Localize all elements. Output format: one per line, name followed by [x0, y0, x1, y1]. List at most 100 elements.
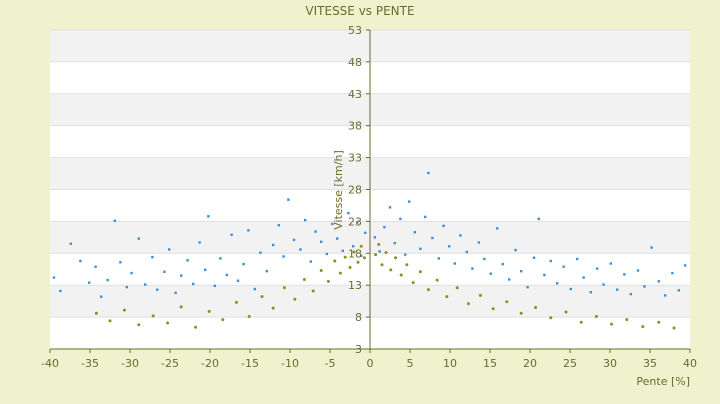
data-point-blue: [393, 241, 396, 245]
y-tick-label: 43: [348, 88, 362, 101]
data-point-blue: [526, 285, 529, 289]
data-point-olive: [359, 244, 363, 248]
data-point-blue: [378, 250, 381, 253]
data-point-olive: [579, 320, 583, 324]
data-point-blue: [137, 237, 140, 240]
data-point-blue: [168, 248, 171, 251]
data-point-blue: [677, 289, 680, 292]
data-point-olive: [221, 318, 225, 322]
data-point-blue: [602, 283, 605, 286]
data-point-olive: [491, 307, 495, 311]
data-point-olive: [94, 311, 98, 315]
data-point-olive: [362, 256, 366, 260]
data-point-blue: [198, 241, 201, 244]
data-point-olive: [166, 321, 170, 325]
data-point-blue: [130, 271, 133, 275]
data-point-olive: [466, 302, 470, 306]
data-point-blue: [352, 245, 355, 248]
data-point-blue: [320, 240, 323, 244]
y-tick-label: 28: [348, 184, 362, 197]
data-point-blue: [408, 200, 411, 203]
data-point-olive: [426, 288, 430, 292]
x-tick-label: -25: [161, 357, 179, 370]
data-point-blue: [219, 257, 222, 260]
data-point-olive: [348, 265, 352, 269]
data-point-blue: [242, 262, 245, 266]
data-point-olive: [478, 293, 482, 297]
data-point-blue: [325, 252, 328, 256]
data-point-blue: [629, 292, 632, 296]
x-tick-label: 15: [483, 357, 497, 370]
data-point-blue: [404, 253, 407, 256]
data-point-olive: [319, 269, 323, 273]
data-point-blue: [650, 246, 653, 249]
data-point-blue: [69, 242, 72, 245]
data-point-blue: [151, 255, 154, 259]
data-point-blue: [113, 219, 116, 222]
data-point-blue: [347, 211, 350, 215]
data-point-olive: [380, 263, 384, 267]
y-axis-label: Vitesse [km/h]: [332, 150, 345, 230]
data-point-blue: [287, 198, 290, 201]
data-point-olive: [343, 255, 347, 259]
data-point-blue: [501, 262, 504, 266]
x-tick-label: 5: [407, 357, 414, 370]
data-point-blue: [448, 245, 451, 248]
data-point-olive: [394, 256, 398, 260]
data-point-olive: [384, 251, 388, 255]
data-point-olive: [338, 271, 342, 275]
data-point-blue: [79, 259, 82, 263]
data-point-blue: [459, 234, 462, 237]
data-point-blue: [609, 262, 612, 265]
data-point-blue: [514, 248, 517, 252]
data-point-olive: [505, 300, 509, 304]
data-point-blue: [388, 206, 392, 209]
data-point-blue: [292, 238, 296, 242]
data-point-olive: [594, 314, 598, 318]
x-tick-label: 40: [683, 357, 697, 370]
data-point-blue: [569, 287, 572, 291]
data-point-blue: [186, 259, 189, 262]
data-point-blue: [477, 241, 480, 244]
data-point-olive: [418, 270, 422, 274]
data-point-blue: [562, 265, 565, 268]
data-point-olive: [302, 277, 306, 281]
x-tick-label: 10: [443, 357, 457, 370]
data-point-blue: [299, 248, 302, 251]
data-point-blue: [496, 227, 499, 230]
data-point-blue: [52, 276, 56, 279]
data-point-blue: [225, 273, 228, 277]
y-tick-label: 13: [348, 279, 362, 292]
data-point-blue: [341, 249, 344, 252]
data-point-olive: [356, 260, 360, 264]
data-point-blue: [437, 257, 440, 260]
y-tick-label: 53: [348, 24, 362, 37]
data-point-blue: [427, 171, 430, 175]
data-point-olive: [445, 295, 449, 299]
data-point-blue: [419, 247, 422, 251]
y-tick-label: 3: [355, 343, 362, 356]
data-point-blue: [356, 221, 359, 224]
data-points: [52, 171, 687, 330]
data-point-olive: [194, 325, 198, 329]
data-point-blue: [684, 264, 687, 267]
data-point-olive: [234, 300, 238, 304]
data-point-olive: [405, 263, 409, 267]
data-point-blue: [471, 267, 474, 270]
data-point-blue: [304, 218, 307, 222]
x-tick-label: -15: [241, 357, 259, 370]
data-point-olive: [564, 310, 568, 314]
x-tick-label: 35: [643, 357, 657, 370]
data-point-olive: [534, 306, 538, 310]
data-point-blue: [520, 269, 523, 273]
x-tick-label: -20: [201, 357, 219, 370]
x-tick-label: -5: [325, 357, 336, 370]
data-point-olive: [519, 311, 523, 315]
data-point-olive: [389, 268, 393, 272]
data-point-olive: [352, 250, 356, 254]
data-point-blue: [277, 224, 280, 227]
data-point-blue: [657, 280, 660, 283]
data-point-blue: [100, 295, 103, 298]
